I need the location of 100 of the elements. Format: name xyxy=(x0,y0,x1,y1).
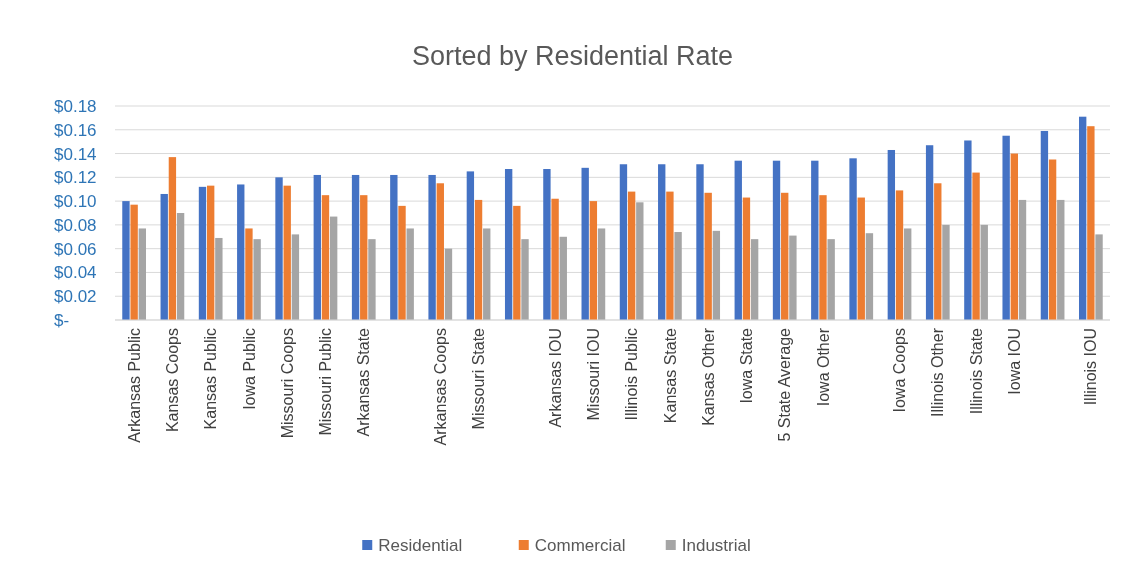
x-tick-label: Arkansas Public xyxy=(125,328,143,443)
bar xyxy=(474,199,483,320)
bar xyxy=(704,192,712,320)
x-tick-label: Illinois Public xyxy=(623,328,641,421)
bar xyxy=(980,224,988,320)
bar xyxy=(658,164,666,320)
bar xyxy=(772,160,781,320)
bar xyxy=(406,228,414,320)
bar xyxy=(291,234,300,320)
bar xyxy=(696,164,704,320)
bar xyxy=(313,174,321,320)
bar xyxy=(734,160,742,320)
bar xyxy=(581,167,589,320)
bar xyxy=(398,205,406,320)
bar xyxy=(942,224,950,320)
x-tick-label: Arkansas Coops xyxy=(431,328,449,446)
x-tick-label: Missouri Public xyxy=(317,328,335,436)
bar xyxy=(1057,199,1065,320)
bar xyxy=(275,177,283,320)
bar xyxy=(521,239,529,320)
x-tick-label: Iowa Public xyxy=(240,328,258,410)
bar xyxy=(849,158,857,320)
x-tick-label: Iowa State xyxy=(738,327,756,404)
bar xyxy=(964,140,972,320)
bar xyxy=(368,239,376,320)
bar xyxy=(168,157,177,320)
bar xyxy=(513,205,521,320)
bar xyxy=(1040,130,1049,320)
y-tick-label: $0.06 xyxy=(54,239,97,259)
bar xyxy=(857,197,865,320)
y-tick-label: $0.16 xyxy=(54,120,97,140)
x-tick-label: Kansas Coops xyxy=(164,328,181,433)
bar xyxy=(1048,159,1057,320)
x-tick-label: Kansas State xyxy=(661,327,679,424)
bar xyxy=(206,185,215,320)
bar xyxy=(351,174,360,320)
y-tick-label: $0.08 xyxy=(54,215,97,235)
bar xyxy=(781,192,789,320)
bar xyxy=(895,190,904,320)
bar xyxy=(589,201,598,320)
bar xyxy=(742,197,751,320)
y-tick-label: $0.04 xyxy=(54,263,97,283)
bar xyxy=(551,198,559,320)
bar xyxy=(972,172,980,320)
x-tick-label: Iowa Coops xyxy=(891,328,909,413)
bar xyxy=(253,239,261,320)
y-tick-label: $- xyxy=(54,310,70,330)
bar xyxy=(559,236,567,320)
y-tick-label: $0.02 xyxy=(54,287,97,307)
x-tick-label: Kansas Other xyxy=(699,327,717,426)
bar xyxy=(750,239,759,320)
x-tick-label: Illinois IOU xyxy=(1082,328,1100,406)
x-tick-label: Kansas Public xyxy=(202,328,220,430)
bar xyxy=(160,193,168,320)
bar xyxy=(619,164,628,320)
x-tick-label: 5 State Average xyxy=(776,327,794,442)
bar xyxy=(1010,153,1019,320)
x-tick-label: Arkansas State xyxy=(355,327,373,437)
bar xyxy=(444,248,453,320)
x-tick-label: Arkansas IOU xyxy=(546,328,564,428)
x-tick-label: Missouri IOU xyxy=(584,328,602,421)
bar xyxy=(636,202,644,320)
bar xyxy=(428,174,436,320)
bar xyxy=(245,228,253,320)
bar xyxy=(819,195,827,320)
bar xyxy=(237,184,245,320)
bar xyxy=(1095,234,1103,320)
bar xyxy=(1079,116,1087,320)
x-tick-label: Illinois Other xyxy=(929,327,947,417)
bar xyxy=(674,232,682,320)
bar xyxy=(329,216,338,320)
chart-title: Sorted by Residential Rate xyxy=(411,41,734,71)
bar xyxy=(1087,126,1095,320)
y-tick-label: $0.12 xyxy=(54,168,97,188)
y-tick-label: $0.10 xyxy=(54,192,97,212)
legend-label: Commercial xyxy=(534,535,626,555)
bar xyxy=(466,171,475,320)
bar xyxy=(904,228,912,320)
bar xyxy=(176,213,185,320)
bar xyxy=(283,185,291,320)
bar xyxy=(198,186,207,320)
bar xyxy=(827,239,835,320)
bar xyxy=(138,228,146,320)
x-tick-label: Iowa IOU xyxy=(1005,328,1023,395)
legend-label: Industrial xyxy=(681,535,751,555)
bar xyxy=(390,174,398,320)
bar xyxy=(597,228,606,320)
bar xyxy=(887,149,896,320)
bar xyxy=(483,228,491,320)
bar xyxy=(666,191,674,320)
bar xyxy=(130,204,138,320)
bar xyxy=(543,169,551,320)
bar xyxy=(1018,199,1027,320)
bar xyxy=(925,145,934,320)
bar xyxy=(360,195,368,320)
bar xyxy=(934,183,942,320)
y-tick-label: $0.14 xyxy=(54,144,97,164)
bar xyxy=(436,183,444,320)
x-tick-label: Illinois State xyxy=(967,327,985,415)
bar xyxy=(122,201,130,320)
